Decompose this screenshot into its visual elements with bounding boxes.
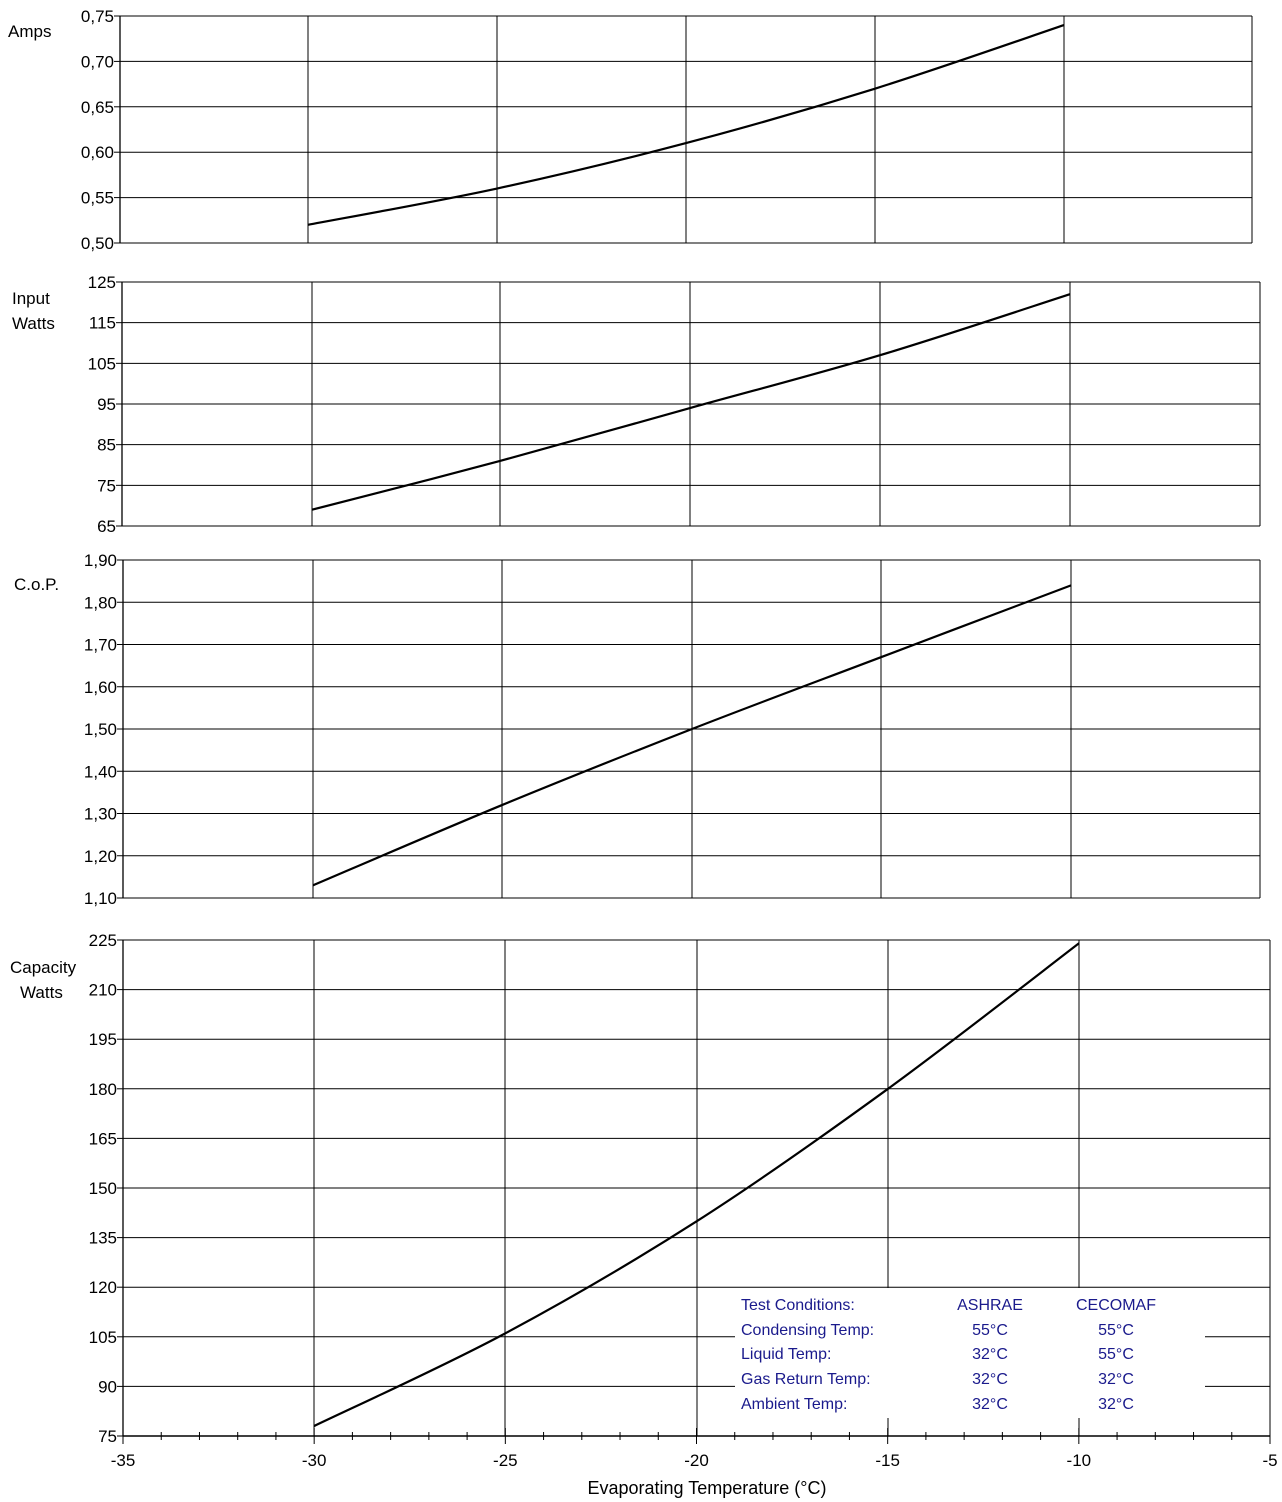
y-tick-label: 210 <box>89 981 117 1000</box>
y-tick-label: 95 <box>97 395 116 414</box>
y-tick-label: 1,40 <box>84 762 117 781</box>
y-tick-label: 1,50 <box>84 720 117 739</box>
test-conditions-cell: Condensing Temp: <box>741 1322 874 1339</box>
y-tick-label: 85 <box>97 436 116 455</box>
x-tick-label: -35 <box>111 1451 136 1470</box>
test-conditions-header: CECOMAF <box>1076 1297 1156 1314</box>
series-line <box>311 293 1071 511</box>
y-tick-label: 1,20 <box>84 847 117 866</box>
test-conditions-table: Test Conditions: ASHRAE CECOMAF Condensing … <box>735 1288 1205 1418</box>
y-tick-label: 1,10 <box>84 889 117 908</box>
test-conditions-cell: Ambient Temp: <box>741 1396 847 1413</box>
y-tick-label: 1,30 <box>84 805 117 824</box>
y-axis-label: Input <box>12 289 50 308</box>
test-conditions-background <box>735 1288 1205 1418</box>
y-tick-label: 150 <box>89 1179 117 1198</box>
y-tick-label: 0,65 <box>81 98 114 117</box>
test-conditions-cell: 32°C <box>1098 1396 1134 1413</box>
y-tick-label: 195 <box>89 1030 117 1049</box>
y-tick-label: 1,90 <box>84 551 117 570</box>
test-conditions-cell: 55°C <box>972 1322 1008 1339</box>
x-tick-label: -10 <box>1067 1451 1092 1470</box>
y-tick-label: 135 <box>89 1229 117 1248</box>
x-tick-label: -15 <box>875 1451 900 1470</box>
series-line <box>307 24 1065 226</box>
y-tick-label: 0,55 <box>81 189 114 208</box>
chart-panel-3: 1,10 1,20 1,30 1,40 1,50 1,60 1,70 1,80 1,90 C.o.… <box>14 551 1261 908</box>
y-tick-label: 0,75 <box>81 7 114 26</box>
test-conditions-header: ASHRAE <box>957 1297 1023 1314</box>
chart-panel-1: 0,50 0,55 0,60 0,65 0,70 0,75 Amps <box>8 7 1253 253</box>
y-tick-label: 0,50 <box>81 234 114 253</box>
y-tick-label: 90 <box>98 1377 117 1396</box>
y-axis-label: C.o.P. <box>14 575 59 594</box>
y-tick-label: 1,80 <box>84 593 117 612</box>
test-conditions-header: Test Conditions: <box>741 1297 855 1314</box>
y-tick-label: 65 <box>97 517 116 536</box>
test-conditions-cell: 32°C <box>972 1346 1008 1363</box>
x-tick-label: -20 <box>684 1451 709 1470</box>
y-tick-label: 0,70 <box>81 52 114 71</box>
y-tick-label: 75 <box>98 1427 117 1446</box>
chart-panel-2: 65 75 85 95 105 115 125 Input Watts <box>12 273 1261 536</box>
x-axis-label: Evaporating Temperature (°C) <box>588 1478 827 1498</box>
x-tick-label: -25 <box>493 1451 518 1470</box>
y-axis-label: Watts <box>12 314 55 333</box>
test-conditions-cell: 32°C <box>972 1371 1008 1388</box>
y-tick-label: 1,60 <box>84 678 117 697</box>
test-conditions-cell: 55°C <box>1098 1322 1134 1339</box>
test-conditions-cell: 32°C <box>1098 1371 1134 1388</box>
y-tick-label: 180 <box>89 1080 117 1099</box>
y-tick-label: 115 <box>89 314 116 333</box>
y-tick-label: 165 <box>89 1129 117 1148</box>
y-axis-label: Amps <box>8 22 51 41</box>
test-conditions-cell: Gas Return Temp: <box>741 1371 871 1388</box>
x-tick-label: -5 <box>1262 1451 1277 1470</box>
series-line <box>312 584 1072 887</box>
test-conditions-cell: 32°C <box>972 1396 1008 1413</box>
y-tick-label: 0,60 <box>81 143 114 162</box>
chart-panel-4: 75 90 105 120 135 150 165 180 195 210 225 Capacity W… <box>10 931 1278 1498</box>
y-axis-label: Watts <box>20 983 63 1002</box>
x-tick-label: -30 <box>302 1451 327 1470</box>
test-conditions-cell: Liquid Temp: <box>741 1346 831 1363</box>
y-axis-label: Capacity <box>10 958 77 977</box>
y-tick-label: 1,70 <box>84 636 117 655</box>
series-line <box>313 942 1080 1428</box>
y-tick-label: 105 <box>88 354 116 373</box>
test-conditions-cell: 55°C <box>1098 1346 1134 1363</box>
y-tick-label: 75 <box>97 476 116 495</box>
y-tick-label: 120 <box>89 1278 117 1297</box>
y-tick-label: 225 <box>89 931 117 950</box>
y-tick-label: 125 <box>88 273 116 292</box>
y-tick-label: 105 <box>89 1328 117 1347</box>
